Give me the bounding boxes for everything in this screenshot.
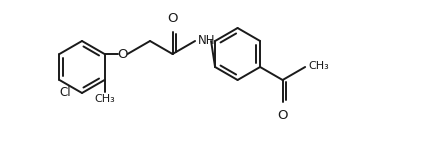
Text: NH: NH [198, 33, 216, 47]
Text: O: O [277, 109, 288, 122]
Text: CH₃: CH₃ [94, 94, 115, 104]
Text: CH₃: CH₃ [308, 61, 329, 71]
Text: O: O [167, 12, 178, 25]
Text: Cl: Cl [59, 86, 71, 100]
Text: O: O [117, 47, 128, 60]
